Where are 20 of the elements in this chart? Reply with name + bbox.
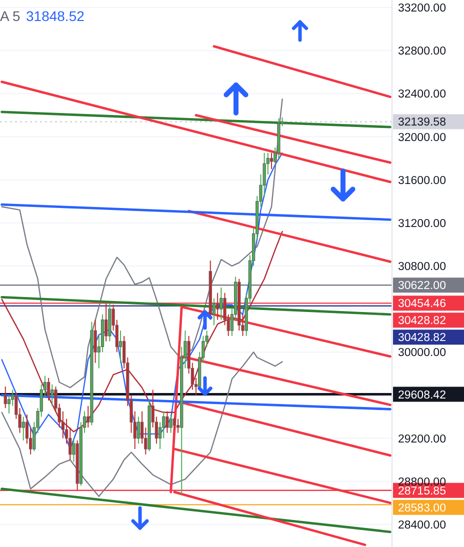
y-tick-label: 32000.00 [398, 132, 446, 144]
annotation: 31848.52 [26, 8, 85, 24]
ref-line-label: 28715.85 [398, 485, 446, 498]
y-tick-label: 29200.00 [398, 433, 446, 446]
y-tick-label: 30800.00 [398, 260, 446, 273]
ref-line-label: 30428.82 [398, 332, 446, 344]
y-tick-label: 28400.00 [398, 519, 446, 532]
y-tick-label: 30000.00 [398, 347, 446, 360]
ref-line-label: 30454.46 [398, 298, 446, 310]
ref-line-label: 29608.42 [398, 389, 446, 402]
ref-line-label: 28583.00 [398, 502, 446, 514]
annotation: A 5 [0, 8, 20, 24]
ref-line-label: 30428.82 [398, 315, 446, 328]
y-tick-label: 31200.00 [398, 218, 446, 230]
y-tick-label: 33200.00 [398, 2, 446, 15]
ref-line-label: 32139.58 [398, 116, 446, 129]
y-tick-label: 32400.00 [398, 88, 446, 101]
y-tick-label: 32800.00 [398, 46, 446, 58]
ref-line-label: 30622.00 [398, 280, 446, 292]
y-tick-label: 31600.00 [398, 174, 446, 187]
